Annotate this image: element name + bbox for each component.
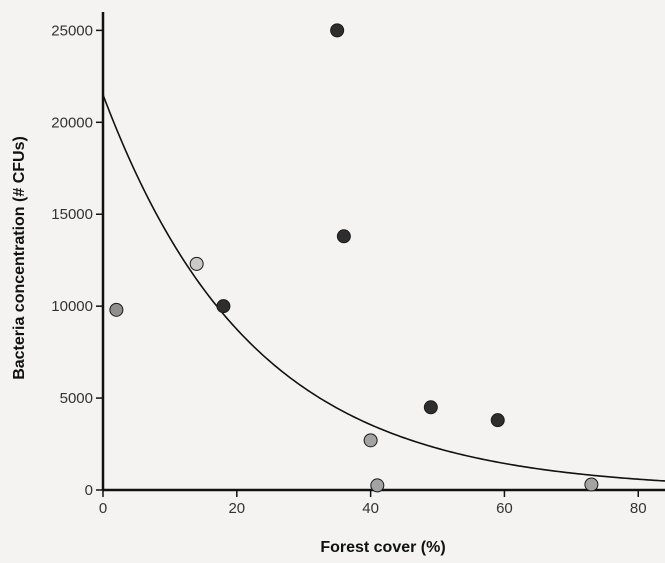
- data-point: [423, 400, 438, 415]
- tick-labels: 0 5000 10000 15000 20000 25000 0 20 40 60 80: [51, 22, 646, 517]
- y-tick-label: 20000: [51, 114, 93, 131]
- data-point: [363, 433, 378, 448]
- fit-curve: [102, 94, 665, 482]
- data-point: [109, 302, 124, 317]
- y-tick-label: 10000: [51, 298, 93, 315]
- x-axis-title: Forest cover (%): [320, 539, 445, 556]
- fit-curve-layer: [102, 94, 665, 482]
- data-point: [370, 478, 385, 493]
- data-points: [109, 23, 599, 493]
- y-tick-label: 0: [85, 482, 93, 499]
- x-tick-label: 60: [496, 500, 513, 517]
- data-point: [584, 477, 599, 492]
- y-tick-label: 25000: [51, 22, 93, 39]
- y-tick-label: 5000: [60, 390, 93, 407]
- x-tick-label: 40: [362, 500, 379, 517]
- axes: [96, 12, 665, 497]
- x-tick-label: 80: [630, 500, 647, 517]
- data-point: [189, 256, 204, 271]
- data-point: [216, 299, 231, 314]
- data-point: [330, 23, 345, 38]
- y-axis-title: Bacteria concentration (# CFUs): [11, 136, 28, 380]
- x-tick-label: 0: [99, 500, 107, 517]
- x-tick-label: 20: [228, 500, 245, 517]
- data-point: [336, 229, 351, 244]
- data-point: [490, 413, 505, 428]
- y-tick-label: 15000: [51, 206, 93, 223]
